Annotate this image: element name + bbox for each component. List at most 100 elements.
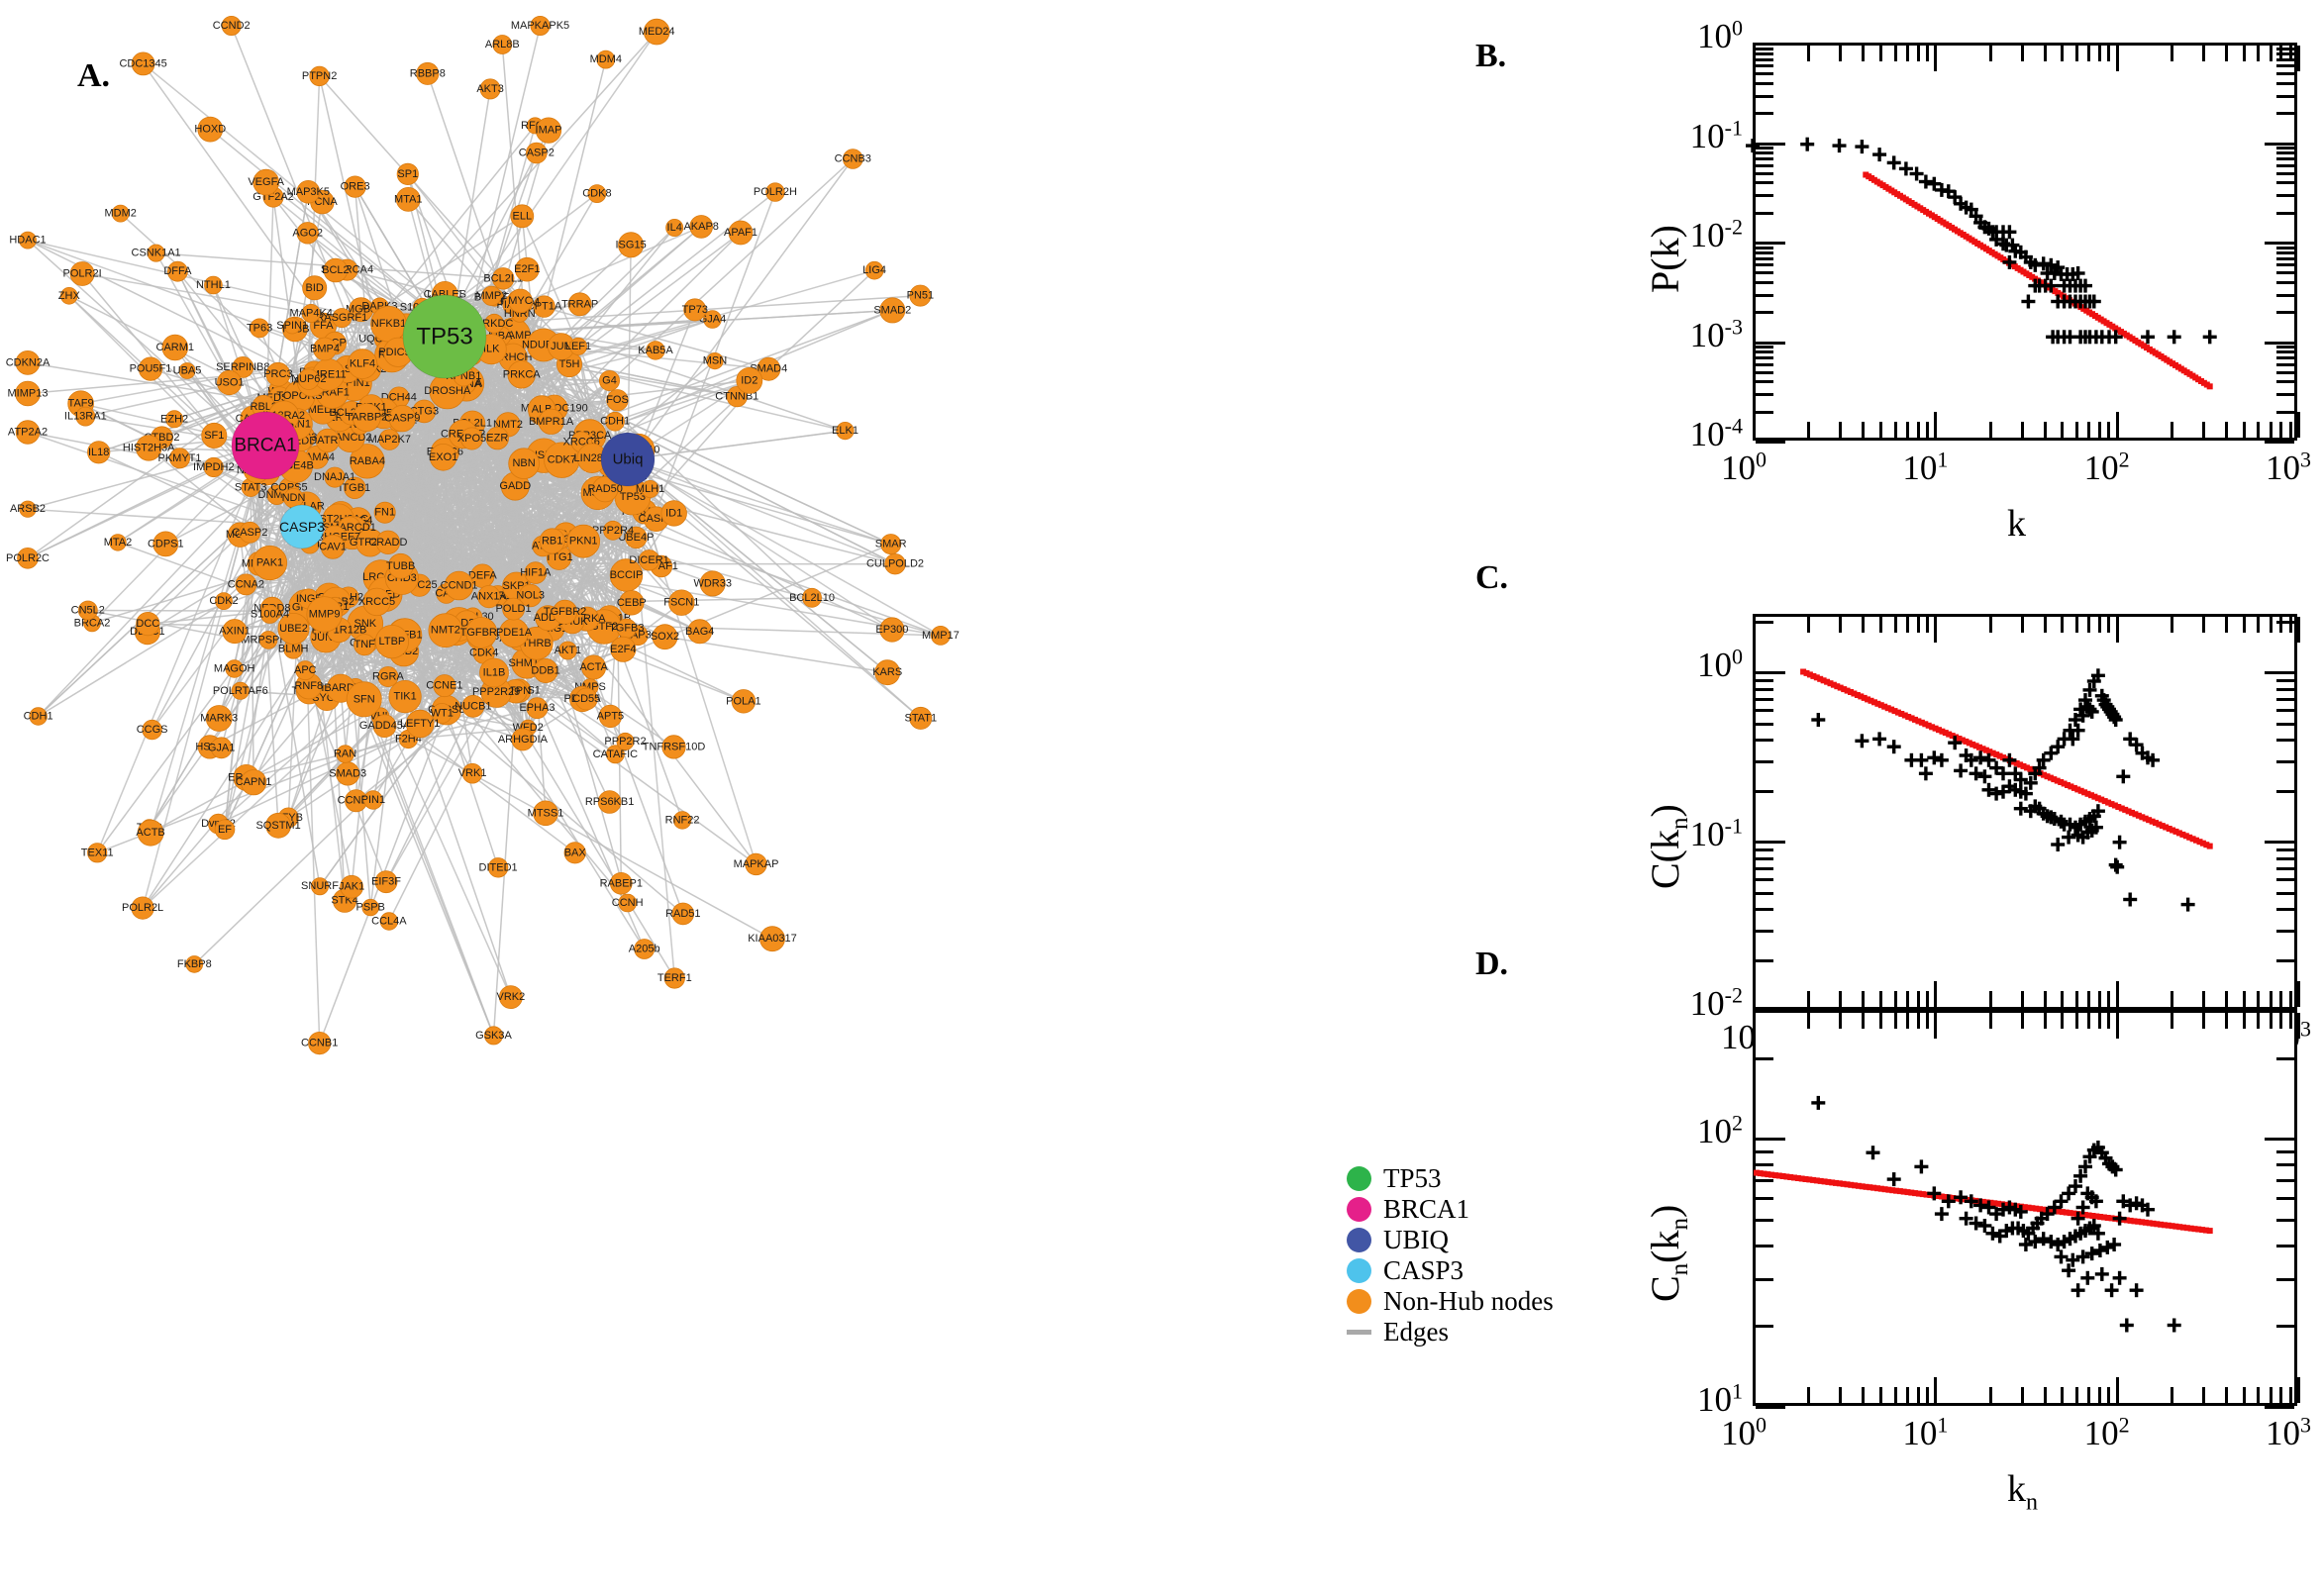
network-node xyxy=(166,260,188,282)
network-node-label: UBE2 xyxy=(279,623,308,635)
axis-tick xyxy=(1756,1245,1773,1247)
network-node xyxy=(373,501,396,524)
network-node xyxy=(15,380,41,407)
network-node-label: FOS xyxy=(606,394,629,406)
network-node xyxy=(836,421,855,441)
data-points xyxy=(1811,1095,2181,1333)
network-node xyxy=(596,50,616,69)
axis-tick xyxy=(2107,1387,2110,1403)
network-node xyxy=(672,811,692,830)
network-node-label: MAP3K5 xyxy=(287,186,330,198)
network-node-label: CULPOLD2 xyxy=(866,558,924,570)
network-node xyxy=(605,411,625,432)
network-node xyxy=(508,448,540,480)
network-node xyxy=(606,389,629,412)
network-node-label: CAPN1 xyxy=(236,776,272,788)
network-node xyxy=(641,479,659,498)
network-node xyxy=(222,619,248,645)
axis-tick xyxy=(1894,1387,1897,1403)
network-node-label: NOL3 xyxy=(516,590,545,602)
network-node xyxy=(619,590,645,616)
network-node-label: PDE1A xyxy=(496,627,533,639)
network-node-label: BCCIP xyxy=(610,569,644,581)
network-node-label: KIAA0317 xyxy=(748,933,797,945)
axis-tick xyxy=(2044,1013,2047,1029)
network-node-label: CN5L2 xyxy=(71,605,105,617)
network-node xyxy=(533,658,558,684)
network-node xyxy=(225,659,244,678)
axis-tick xyxy=(1756,1179,1773,1182)
network-node xyxy=(485,426,510,450)
axis-tick xyxy=(2202,1387,2205,1403)
network-node xyxy=(352,403,381,433)
network-node-label: CDH1 xyxy=(24,711,53,723)
network-node xyxy=(395,186,421,212)
network-node-label: ORE3 xyxy=(341,181,370,193)
network-node-label: AKT3 xyxy=(476,83,504,95)
network-node xyxy=(618,232,645,258)
network-node-label: MYC xyxy=(508,295,533,307)
axis-tick xyxy=(1926,1387,1929,1403)
network-node-label: PRC3 xyxy=(263,368,292,380)
network-node xyxy=(703,310,722,329)
network-node-label: WT1 xyxy=(431,707,454,719)
network-node xyxy=(884,553,906,575)
network-node xyxy=(429,443,457,471)
network-node-label: CCNB1 xyxy=(301,1038,338,1049)
network-node xyxy=(19,231,37,249)
network-node xyxy=(197,116,224,143)
network-node xyxy=(301,303,321,323)
network-node xyxy=(499,985,523,1009)
network-node-label: MGB3 xyxy=(346,304,376,316)
network-node-label: ELL xyxy=(513,210,533,222)
network-node xyxy=(323,257,349,283)
network-node xyxy=(354,634,376,656)
network-node-label: SNK xyxy=(354,618,376,630)
network-node-label: TGFBR1 xyxy=(460,627,503,639)
network-node-label: TIK1 xyxy=(393,691,416,703)
network-node xyxy=(618,893,637,913)
network-node xyxy=(574,687,598,711)
network-node-label: XPO5 xyxy=(457,433,486,445)
network-node xyxy=(308,1032,332,1055)
network-node-label: HDAC1 xyxy=(9,235,46,247)
network-node xyxy=(377,666,399,688)
network-node-label: NDN xyxy=(282,492,306,504)
network-node xyxy=(683,298,707,322)
network-node xyxy=(745,852,767,876)
network-node-label: FN1 xyxy=(374,507,395,519)
network-node-label: RABEP1 xyxy=(600,877,643,889)
network-node xyxy=(428,613,463,648)
network-node-label: CCGS xyxy=(137,724,168,736)
network-node xyxy=(533,800,558,827)
network-node xyxy=(15,349,41,375)
axis-tick xyxy=(1839,1013,1842,1029)
network-node xyxy=(558,641,577,660)
network-node xyxy=(728,220,754,246)
network-node xyxy=(603,520,623,541)
axis-tick xyxy=(2257,1013,2260,1029)
axis-tick xyxy=(2098,1387,2101,1403)
network-node xyxy=(19,500,37,518)
network-node-label: IL18 xyxy=(88,447,109,458)
network-node xyxy=(587,184,607,204)
network-node-label: RB1 xyxy=(542,535,562,547)
network-node-label: IL1B xyxy=(483,667,506,679)
network-node xyxy=(310,877,329,896)
network-node xyxy=(324,466,346,488)
network-node xyxy=(258,631,278,649)
x-tick-label: 102 xyxy=(2083,1412,2130,1452)
network-node-label: BRCA2 xyxy=(74,617,111,629)
network-node-label: POLR2I xyxy=(63,268,102,280)
network-node-label: RFC1 xyxy=(521,120,550,132)
axis-tick xyxy=(2276,1278,2294,1281)
network-node-label: CDKN2A xyxy=(6,356,50,368)
axis-tick xyxy=(2276,1010,2294,1013)
network-node xyxy=(487,857,509,878)
network-node xyxy=(481,285,502,306)
axis-tick xyxy=(1839,1387,1842,1403)
network-node xyxy=(483,1026,503,1046)
network-node xyxy=(526,697,549,720)
network-node xyxy=(553,599,578,625)
network-node-label: DROSHA xyxy=(424,385,471,397)
